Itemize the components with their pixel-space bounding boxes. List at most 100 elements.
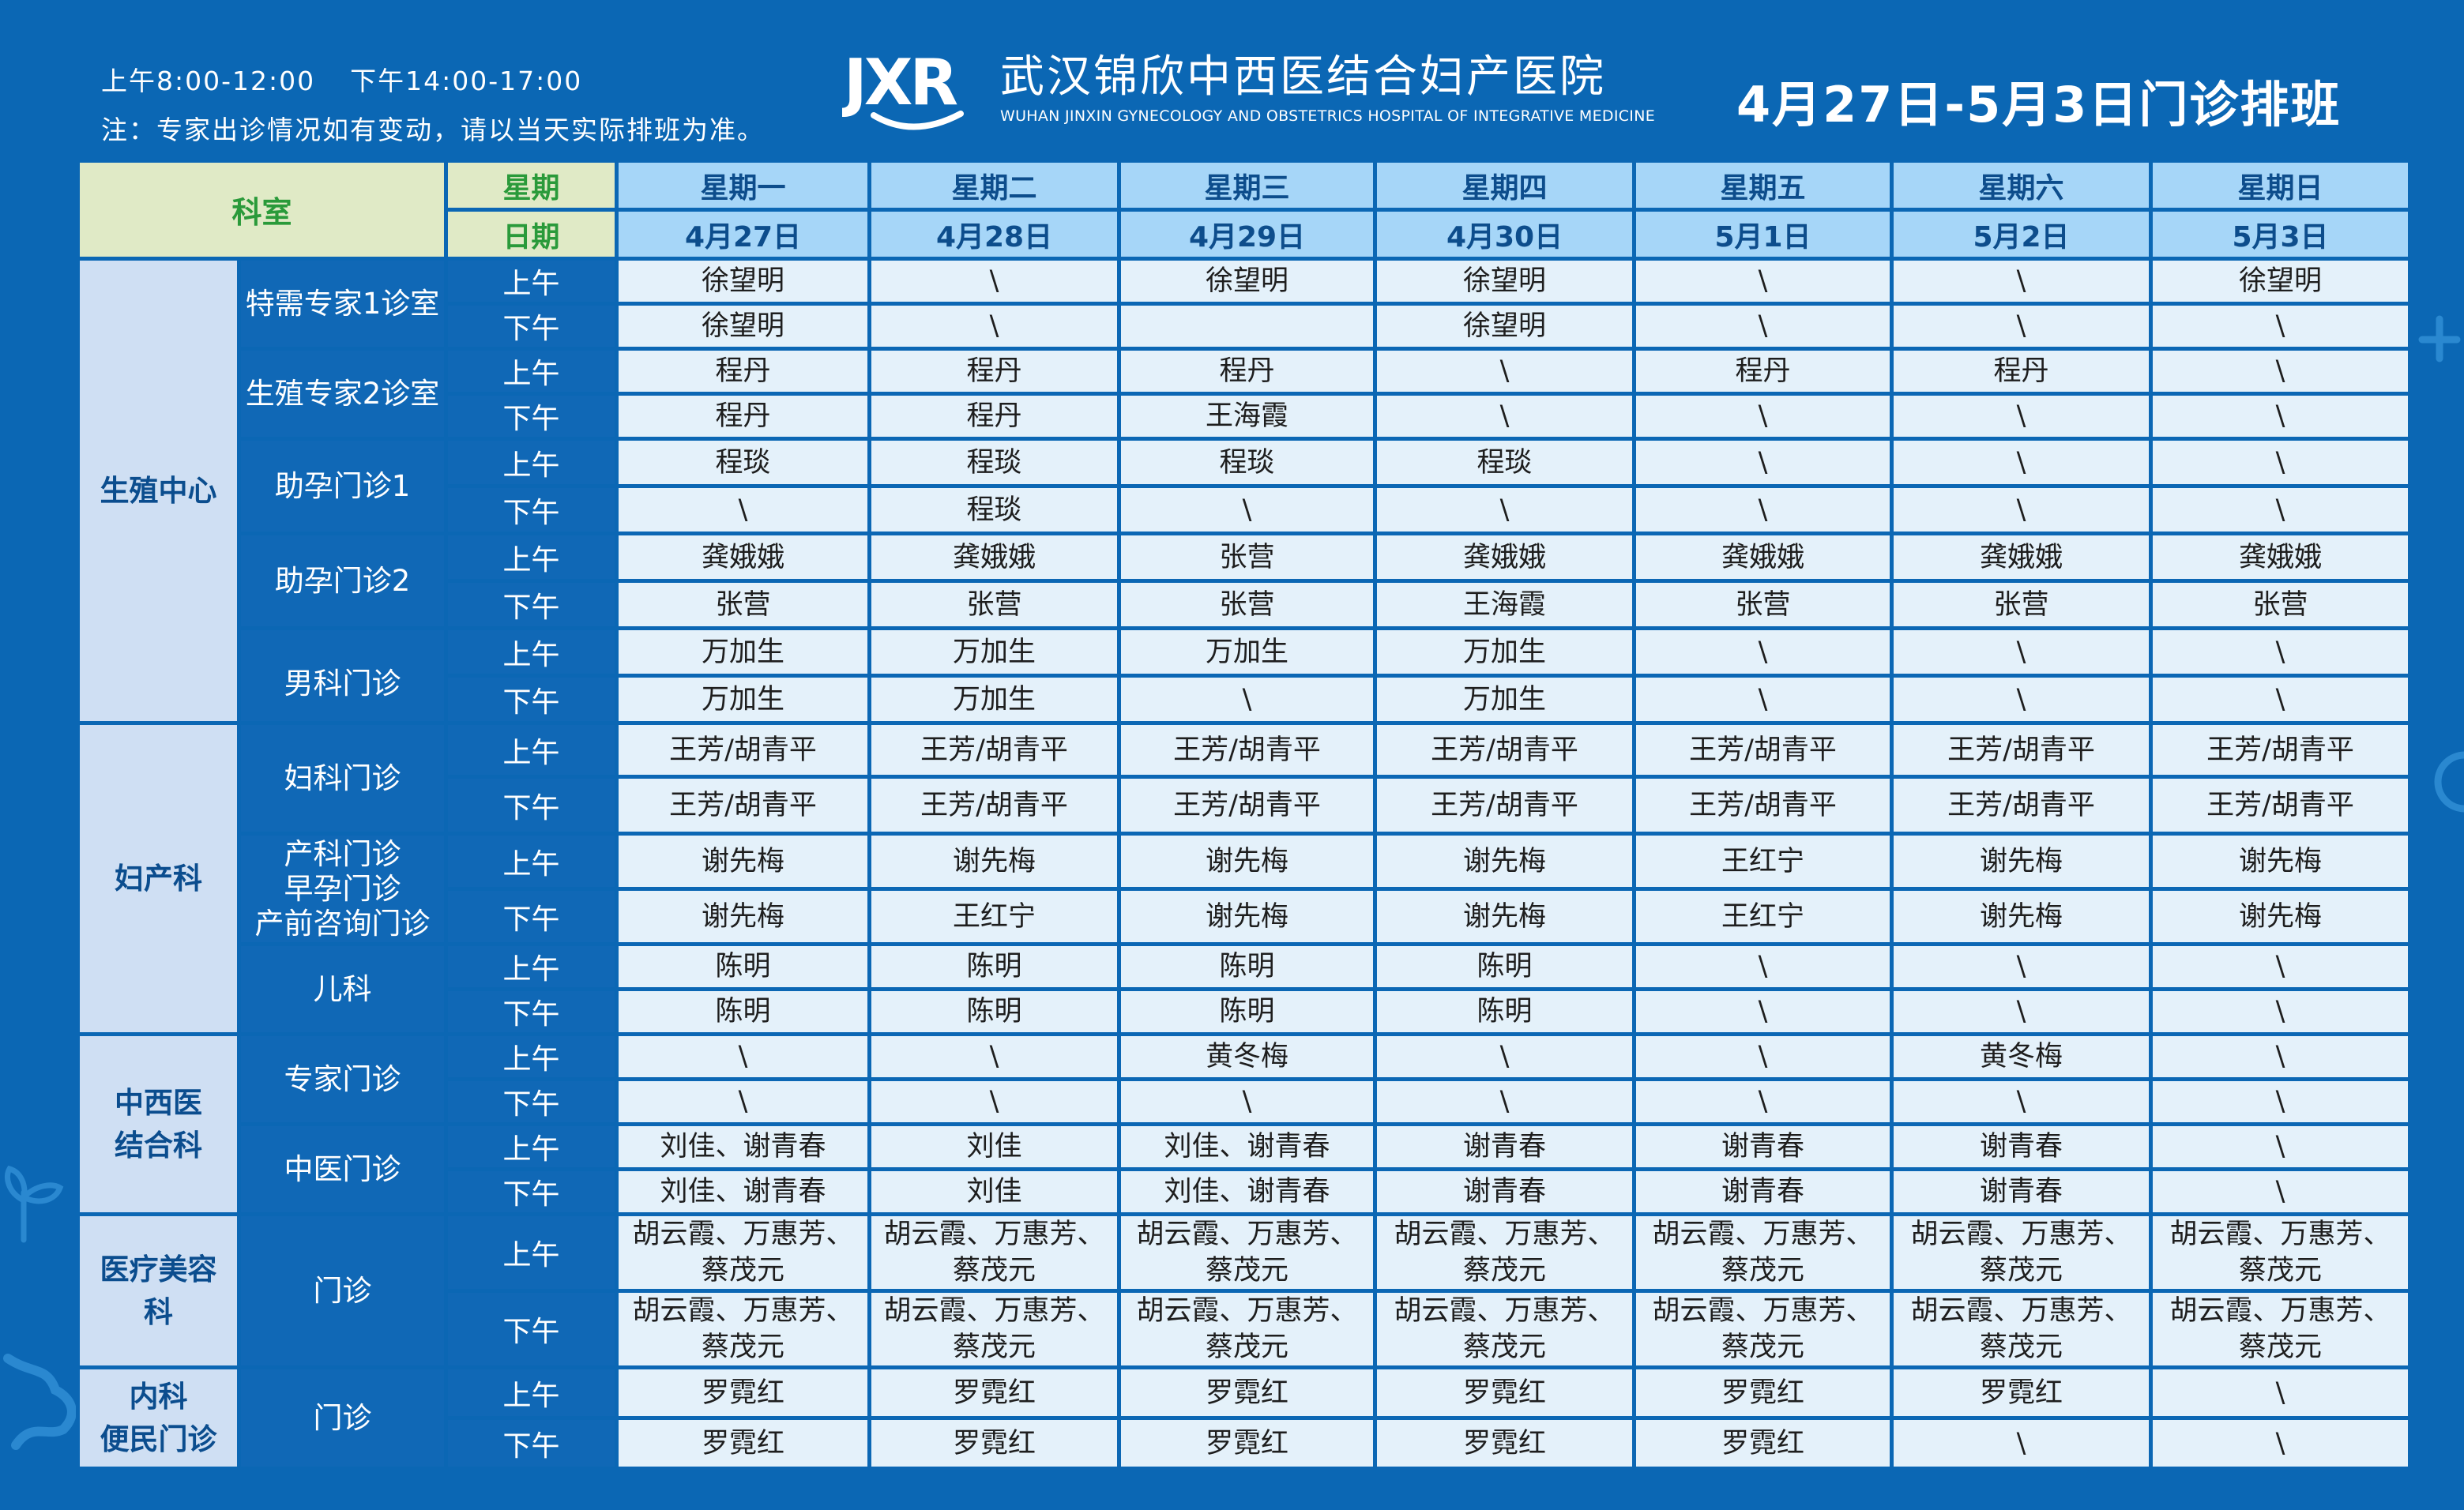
schedule-cell: \	[2149, 626, 2413, 678]
schedule-cell: 王芳/胡青平	[867, 721, 1122, 779]
afternoon-label: 下午	[444, 1167, 619, 1216]
cell-line: 胡云霞、万惠芳、	[883, 1219, 1105, 1250]
schedule-cell: \	[2149, 484, 2413, 535]
schedule-cell: \	[1890, 437, 2154, 488]
date-header: 5月2日	[1890, 208, 2154, 261]
morning-label: 上午	[444, 1122, 619, 1171]
decor-circle-icon	[2434, 751, 2464, 813]
schedule-row: 内科 便民门诊 门诊 上午 罗霓红 罗霓红 罗霓红 罗霓红 罗霓红 罗霓红 \	[76, 1365, 2413, 1471]
schedule-cell: \	[1890, 392, 2154, 441]
opening-hours: 上午8:00-12:00 下午14:00-17:00	[101, 57, 765, 106]
schedule-cell: 罗霓红	[1373, 1416, 1637, 1471]
schedule-cell: 胡云霞、万惠芳、 蔡茂元	[1117, 1289, 1378, 1369]
schedule-cell: \	[2149, 942, 2413, 991]
schedule-cell: 万加生	[867, 626, 1122, 678]
schedule-cell: 王芳/胡青平	[1632, 721, 1894, 779]
schedule-cell: 龚娥娥	[1632, 532, 1894, 583]
schedule-cell	[1117, 302, 1378, 351]
schedule-cell: \	[1373, 1032, 1637, 1081]
afternoon-label: 下午	[444, 1077, 619, 1126]
morning-label: 上午	[444, 257, 619, 306]
schedule-cell: 龚娥娥	[867, 532, 1122, 583]
schedule-cell: 黄冬梅	[1117, 1032, 1378, 1081]
schedule-cell: \	[867, 1032, 1122, 1081]
schedule-row: 产科门诊 早孕门诊 产前咨询门诊 上午 谢先梅 谢先梅 谢先梅 谢先梅 王红宁 谢先梅 谢先梅	[78, 832, 2413, 946]
schedule-cell: 徐望明	[2149, 257, 2413, 306]
clinic-room-line: 早孕门诊	[284, 871, 401, 906]
cell-line: 蔡茂元	[1980, 1255, 2063, 1287]
schedule-cell: 罗霓红	[1632, 1416, 1894, 1471]
schedule-cell: \	[867, 302, 1122, 351]
schedule-cell: 程琰	[615, 437, 872, 488]
morning-label: 上午	[444, 1365, 619, 1420]
schedule-cell: \	[615, 1077, 872, 1126]
morning-label: 上午	[444, 721, 619, 779]
schedule-row: 下午 万加生 万加生 \ 万加生 \ \ \	[78, 674, 2413, 725]
schedule-cell: 刘佳、谢青春	[615, 1122, 872, 1171]
schedule-cell: 张营	[867, 579, 1122, 630]
cell-line: 蔡茂元	[1980, 1332, 2063, 1363]
schedule-cell: \	[1632, 626, 1894, 678]
cell-line: 蔡茂元	[2239, 1332, 2323, 1363]
schedule-cell: 罗霓红	[1373, 1365, 1637, 1420]
schedule-cell: \	[2149, 987, 2413, 1036]
schedule-cell: 胡云霞、万惠芳、 蔡茂元	[1632, 1289, 1894, 1369]
schedule-cell: 龚娥娥	[1373, 532, 1637, 583]
schedule-cell: 谢先梅	[1373, 832, 1637, 891]
schedule-cell: 万加生	[1373, 674, 1637, 725]
schedule-cell: 刘佳	[867, 1167, 1122, 1216]
schedule-cell: 王红宁	[1632, 832, 1894, 891]
schedule-cell: \	[2149, 1167, 2413, 1216]
schedule-cell: \	[1890, 1416, 2154, 1471]
schedule-cell: 万加生	[867, 674, 1122, 725]
date-header: 4月30日	[1373, 208, 1637, 261]
schedule-cell: \	[1632, 987, 1894, 1036]
schedule-cell: 谢青春	[1890, 1122, 2154, 1171]
schedule-cell: \	[2149, 1077, 2413, 1126]
schedule-cell: 程琰	[1373, 437, 1637, 488]
clinic-room-cell: 男科门诊	[236, 626, 449, 725]
schedule-cell: 王芳/胡青平	[1117, 775, 1378, 836]
schedule-cell: 谢青春	[1632, 1122, 1894, 1171]
cell-line: 胡云霞、万惠芳、	[1136, 1219, 1358, 1250]
afternoon-label: 下午	[444, 674, 619, 725]
weekday-header: 星期六	[1890, 159, 2154, 212]
schedule-cell: 张营	[1117, 579, 1378, 630]
schedule-cell: \	[1890, 674, 2154, 725]
schedule-cell: \	[1632, 942, 1894, 991]
schedule-cell: \	[1632, 1077, 1894, 1126]
afternoon-label: 下午	[444, 1416, 619, 1471]
schedule-cell: 谢青春	[1373, 1167, 1637, 1216]
schedule-cell: 胡云霞、万惠芳、 蔡茂元	[1632, 1212, 1894, 1293]
logo-mark-text: JXR	[842, 46, 957, 119]
cell-line: 蔡茂元	[1463, 1332, 1547, 1363]
schedule-cell: 程琰	[1117, 437, 1378, 488]
clinic-room-cell: 门诊	[236, 1365, 449, 1471]
schedule-cell: 罗霓红	[615, 1416, 872, 1471]
schedule-cell: 程丹	[867, 347, 1122, 396]
decor-plus-icon	[2418, 315, 2461, 362]
schedule-cell: 谢青春	[1890, 1167, 2154, 1216]
clinic-room-cell: 儿科	[236, 942, 449, 1036]
cell-line: 蔡茂元	[953, 1255, 1036, 1287]
decor-sprout-icon	[4, 1165, 64, 1243]
schedule-cell: 罗霓红	[1632, 1365, 1894, 1420]
cell-line: 蔡茂元	[1206, 1332, 1289, 1363]
schedule-cell: 程丹	[615, 392, 872, 441]
department-cell: 中西医 结合科	[76, 1032, 241, 1216]
schedule-cell: 陈明	[867, 987, 1122, 1036]
schedule-cell: 王芳/胡青平	[1890, 721, 2154, 779]
morning-label: 上午	[444, 832, 619, 891]
schedule-cell: 罗霓红	[867, 1365, 1122, 1420]
morning-label: 上午	[444, 1032, 619, 1081]
schedule-cell: 龚娥娥	[1890, 532, 2154, 583]
schedule-cell: \	[1890, 1077, 2154, 1126]
schedule-cell: \	[1632, 257, 1894, 306]
schedule-cell: 刘佳、谢青春	[1117, 1122, 1378, 1171]
afternoon-label: 下午	[444, 579, 619, 630]
schedule-cell: 王芳/胡青平	[2149, 721, 2413, 779]
schedule-cell: 徐望明	[1373, 302, 1637, 351]
schedule-cell: 谢先梅	[2149, 832, 2413, 891]
schedule-cell: 程丹	[1632, 347, 1894, 396]
schedule-row: 中西医 结合科 专家门诊 上午 \ \ 黄冬梅 \ \ 黄冬梅 \	[76, 1032, 2413, 1216]
